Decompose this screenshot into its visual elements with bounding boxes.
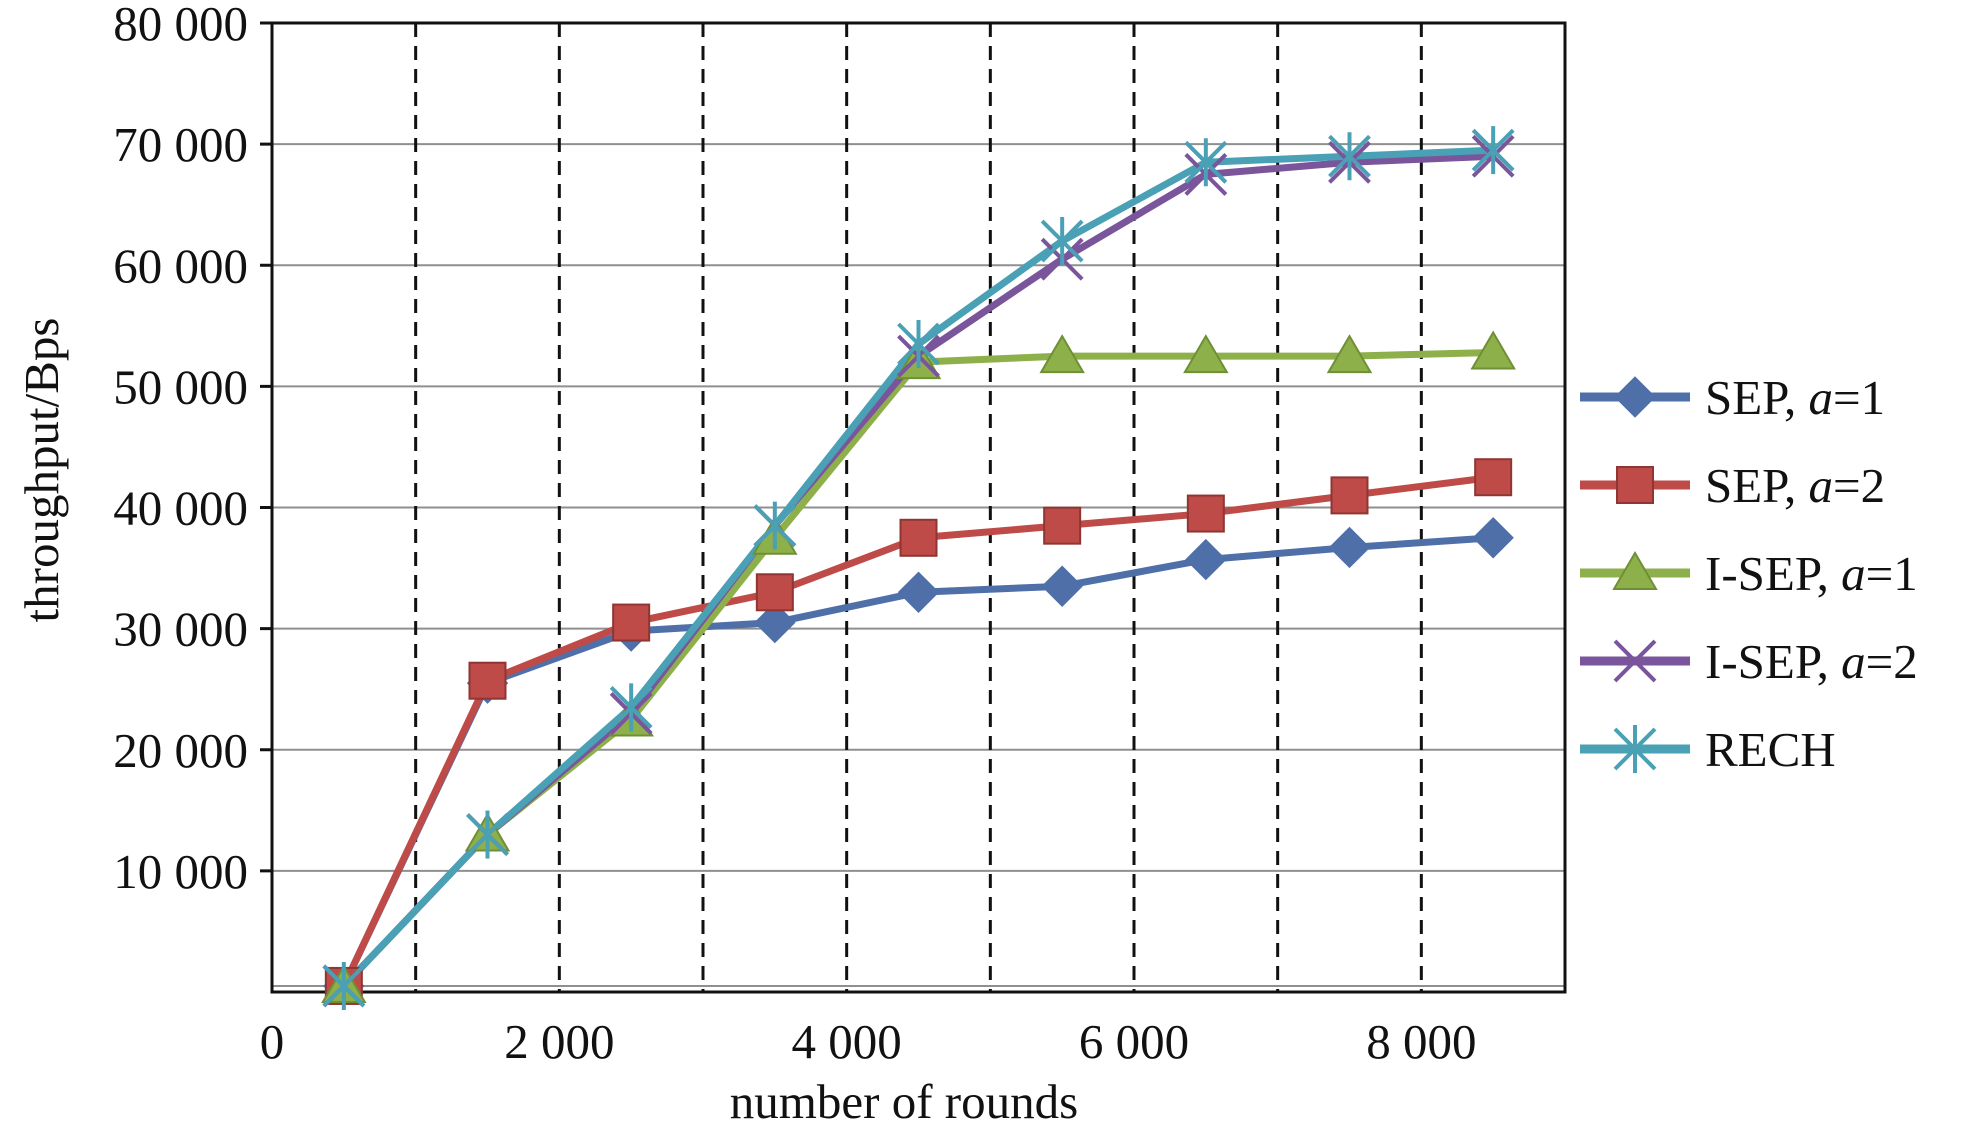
gridlines	[272, 22, 1565, 992]
star-marker	[322, 961, 366, 1010]
star-marker	[609, 683, 653, 732]
legend-item: SEP, a=1	[1580, 370, 1885, 425]
y-axis-label: throughput/Bps	[14, 318, 69, 623]
y-tick-label: 10 000	[113, 844, 248, 899]
axes	[260, 21, 1567, 994]
triangle-marker	[1612, 551, 1658, 590]
triangle-marker	[1183, 334, 1229, 374]
x-tick-label: 6 000	[1079, 1014, 1189, 1069]
y-tick-label: 30 000	[113, 602, 248, 657]
legend-label: RECH	[1705, 722, 1836, 777]
square-marker	[755, 573, 794, 612]
y-tick-label: 70 000	[113, 117, 248, 172]
star-marker	[1471, 126, 1515, 175]
star-marker	[753, 501, 797, 550]
star-marker	[1040, 217, 1084, 266]
star-marker	[1613, 725, 1657, 773]
x-tick-label: 2 000	[504, 1014, 614, 1069]
y-tick-label: 20 000	[113, 723, 248, 778]
legend-item: I-SEP, a=2	[1580, 634, 1918, 689]
series-lines	[340, 146, 1494, 989]
diamond-marker	[1041, 565, 1083, 607]
diamond-marker	[1472, 517, 1514, 559]
y-tick-label: 60 000	[113, 238, 248, 293]
diamond-marker	[1328, 526, 1371, 569]
x-marker	[1613, 639, 1657, 683]
star-marker	[466, 810, 509, 859]
legend-label: SEP, a=1	[1705, 370, 1885, 425]
y-tick-label: 40 000	[113, 481, 248, 536]
legend-label: I-SEP, a=2	[1705, 634, 1918, 689]
x-tick-label: 0	[260, 1014, 285, 1069]
series-line	[341, 146, 1494, 989]
y-tick-label: 80 000	[113, 0, 248, 51]
star-marker	[1184, 138, 1228, 187]
series-markers	[321, 126, 1516, 1010]
star-marker	[1328, 132, 1371, 181]
legend-item: SEP, a=2	[1580, 458, 1885, 513]
square-marker	[612, 603, 651, 642]
legend-item: I-SEP, a=1	[1580, 546, 1918, 601]
triangle-marker	[1326, 334, 1373, 374]
triangle-marker	[1470, 330, 1516, 370]
x-tick-label: 8 000	[1366, 1014, 1476, 1069]
square-marker	[899, 518, 938, 557]
triangle-marker	[1039, 334, 1085, 374]
series-line	[341, 152, 1494, 989]
y-tick-label: 50 000	[113, 359, 248, 414]
square-marker	[1186, 494, 1225, 533]
diamond-marker	[754, 601, 796, 644]
diamond-marker	[897, 571, 940, 613]
square-marker	[1330, 476, 1369, 515]
square-marker	[1616, 466, 1654, 504]
star-marker	[897, 319, 940, 368]
x-axis-label: number of rounds	[730, 1074, 1078, 1129]
legend: SEP, a=1 SEP, a=2 I-SEP, a=1 I-SEP, a=2 RECH	[1580, 370, 1918, 777]
tick-labels: 10 000 20 000 30 000 40 000 50 000 60 000 70 0…	[113, 0, 1476, 1069]
square-marker	[468, 661, 507, 700]
legend-label: I-SEP, a=1	[1705, 546, 1918, 601]
x-tick-label: 4 000	[792, 1014, 902, 1069]
legend-item: RECH	[1580, 722, 1836, 777]
diamond-marker	[1185, 538, 1227, 581]
square-marker	[1474, 458, 1513, 497]
legend-label: SEP, a=2	[1705, 458, 1885, 513]
diamond-marker	[1614, 376, 1656, 418]
x-marker-stroke	[1613, 639, 1657, 683]
square-marker	[1043, 506, 1082, 545]
